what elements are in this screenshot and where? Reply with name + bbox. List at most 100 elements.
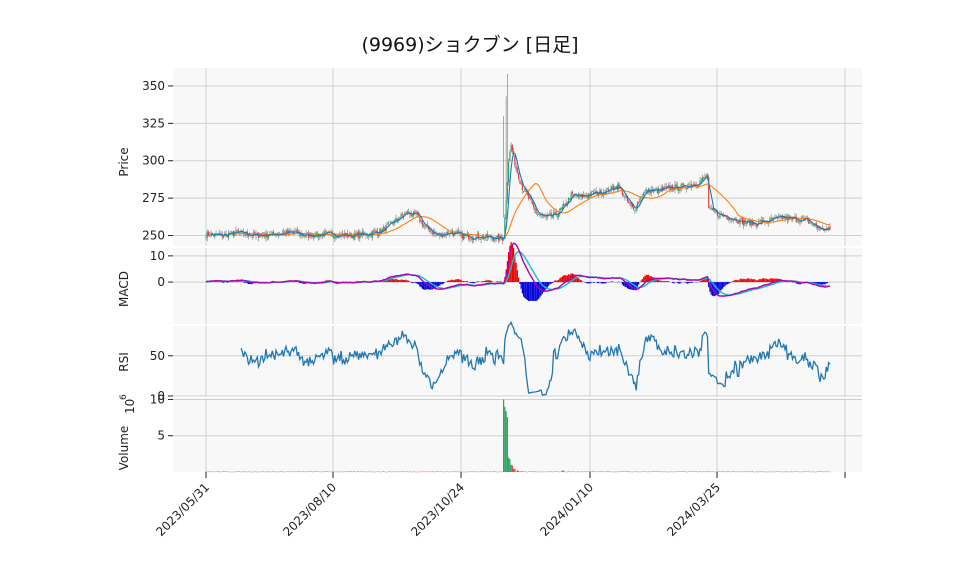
macd-hist-bar: [764, 278, 766, 283]
candle-body: [818, 227, 820, 229]
candle-body: [590, 191, 592, 196]
macd-hist-bar: [244, 282, 246, 283]
macd-hist-bar: [686, 282, 689, 284]
macd-hist-bar: [435, 282, 437, 288]
macd-hist-bar: [483, 281, 485, 283]
candle-body: [302, 235, 305, 236]
candle-body: [648, 188, 650, 193]
candle-body: [644, 191, 646, 194]
candle-body: [606, 187, 609, 189]
candle-body: [381, 228, 383, 232]
candle-body: [646, 190, 649, 193]
candle-body: [728, 217, 730, 220]
candle-body: [372, 230, 375, 232]
candle-body: [511, 144, 513, 152]
candle-body: [419, 215, 421, 222]
macd-hist-bar: [538, 282, 540, 299]
macd-hist-bar: [645, 274, 647, 283]
candle-body: [231, 231, 233, 233]
macd-hist-bar: [465, 281, 467, 283]
macd-hist-bar: [720, 282, 722, 291]
candle-body: [816, 225, 819, 228]
rsi-line: [240, 320, 831, 396]
macd-hist-bar: [548, 282, 550, 286]
candle-body: [629, 202, 631, 204]
candle-body: [631, 204, 634, 207]
volume-bar: [520, 471, 522, 472]
macd-hist-bar: [439, 282, 441, 286]
candle-body: [496, 235, 498, 238]
macd-hist-bar: [625, 282, 627, 288]
macd-hist-bar: [402, 280, 405, 283]
macd-hist-bar: [671, 282, 674, 283]
candle-body: [798, 221, 800, 223]
candle-body: [810, 223, 812, 224]
candle-body: [367, 235, 370, 237]
macd-hist-bar: [728, 282, 730, 284]
candle-body: [611, 187, 614, 188]
volume-bar: [513, 468, 515, 472]
price-axis-label: Price: [117, 147, 131, 176]
macd-hist-bar: [668, 281, 670, 283]
macd-hist-bar: [249, 282, 251, 285]
candle-body: [543, 215, 545, 216]
macd-hist-bar: [405, 279, 407, 283]
macd-hist-bar: [550, 282, 552, 284]
macd-hist-bar: [750, 278, 752, 283]
candle-body: [425, 225, 427, 228]
macd-hist-bar: [585, 282, 587, 283]
macd-hist-bar: [422, 282, 425, 290]
macd-hist-bar: [690, 282, 692, 283]
macd-hist-bar: [598, 282, 600, 284]
candle-body: [819, 226, 821, 231]
macd-hist-bar: [499, 281, 501, 283]
candle-body: [640, 197, 642, 199]
candle-body: [746, 220, 749, 223]
candle-body: [295, 230, 297, 231]
candle-body: [463, 234, 465, 240]
candle-body: [699, 180, 701, 185]
macd-hist-bar: [458, 279, 460, 283]
x-tick-label: 2024/03/25: [664, 480, 723, 539]
macd-hist-bar: [426, 282, 428, 290]
macd-hist-bar: [736, 280, 739, 283]
candle-body: [429, 227, 431, 233]
macd-hist-bar: [245, 282, 247, 283]
candle-body: [715, 211, 717, 213]
candle-body: [554, 212, 556, 213]
candle-body: [421, 220, 423, 226]
candle-body: [795, 216, 797, 223]
candle-body: [386, 224, 388, 225]
candle-body: [550, 212, 552, 217]
candle-body: [565, 202, 567, 206]
macd-hist-bar: [491, 281, 493, 283]
candle-body: [404, 213, 406, 215]
candle-body: [610, 186, 612, 191]
macd-hist-bar: [241, 281, 243, 283]
candle-body: [638, 202, 640, 203]
macd-hist-bar: [761, 278, 764, 283]
candle-body: [292, 232, 295, 234]
candle-body: [736, 222, 739, 223]
candle-body: [410, 212, 412, 216]
macd-hist-bar: [588, 282, 590, 284]
macd-hist-bar: [770, 278, 772, 283]
macd-hist-bar: [766, 279, 769, 283]
macd-hist-bar: [704, 279, 706, 283]
macd-hist-bar: [513, 247, 515, 283]
candle-body: [626, 196, 629, 202]
candle-body: [311, 235, 313, 237]
macd-hist-bar: [441, 282, 443, 285]
candle-body: [821, 227, 824, 229]
y-tick-label-volume: 5: [157, 429, 165, 443]
volume-bar: [521, 471, 523, 472]
candle-body: [759, 220, 761, 222]
candle-body: [435, 234, 437, 236]
macd-hist-bar: [563, 275, 565, 283]
candle-body: [526, 192, 528, 195]
panel-macd: [173, 248, 862, 324]
candle-body: [616, 184, 619, 190]
candle-body: [556, 215, 558, 217]
macd-hist-bar: [580, 280, 582, 283]
volume-bar: [726, 471, 729, 472]
